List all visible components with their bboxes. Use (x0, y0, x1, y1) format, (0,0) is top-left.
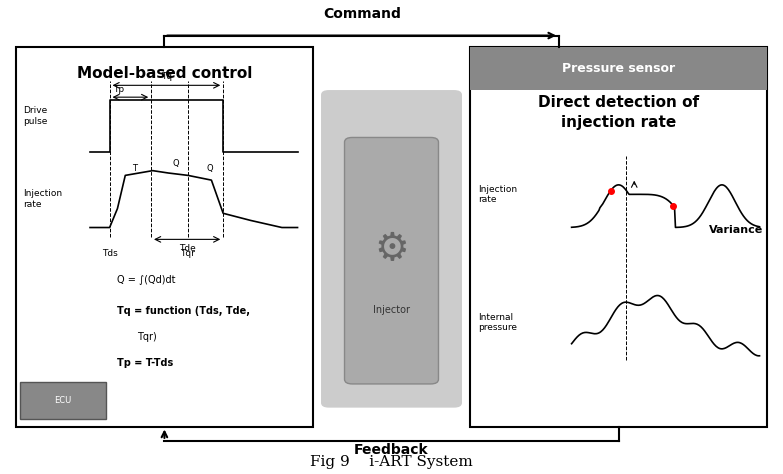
Text: Tde: Tde (179, 244, 196, 253)
Text: Fig 9    i-ART System: Fig 9 i-ART System (310, 455, 473, 469)
Text: Injection
rate: Injection rate (23, 190, 63, 209)
FancyBboxPatch shape (470, 47, 767, 427)
Text: Model-based control: Model-based control (77, 66, 252, 82)
FancyBboxPatch shape (470, 47, 767, 90)
Text: ECU: ECU (54, 396, 71, 405)
Text: Q: Q (173, 159, 179, 168)
FancyBboxPatch shape (16, 47, 313, 427)
Text: Drive
pulse: Drive pulse (23, 107, 48, 126)
Text: Command: Command (323, 7, 401, 21)
Text: Feedback: Feedback (354, 443, 429, 457)
Text: Tds: Tds (102, 249, 117, 258)
Text: Tq: Tq (161, 72, 172, 81)
Text: Injector: Injector (373, 305, 410, 316)
Text: Tqr: Tqr (181, 249, 195, 258)
Text: Q = ∫(Qd)dt: Q = ∫(Qd)dt (117, 275, 176, 285)
Text: T: T (132, 164, 137, 173)
Text: Tp: Tp (114, 85, 124, 94)
Text: Injection
rate: Injection rate (478, 185, 517, 204)
Text: Tp = T-Tds: Tp = T-Tds (117, 358, 174, 368)
Text: Tqr): Tqr) (137, 332, 157, 342)
FancyBboxPatch shape (20, 382, 106, 419)
Text: ⚙: ⚙ (374, 230, 409, 268)
FancyBboxPatch shape (345, 137, 438, 384)
FancyBboxPatch shape (321, 90, 462, 408)
Text: Pressure sensor: Pressure sensor (562, 62, 675, 75)
Text: Variance: Variance (709, 225, 763, 235)
Text: Tq = function (Tds, Tde,: Tq = function (Tds, Tde, (117, 306, 251, 316)
Text: Q̇: Q̇ (207, 164, 213, 173)
Text: Direct detection of
injection rate: Direct detection of injection rate (538, 95, 699, 129)
Text: Internal
pressure: Internal pressure (478, 313, 517, 332)
